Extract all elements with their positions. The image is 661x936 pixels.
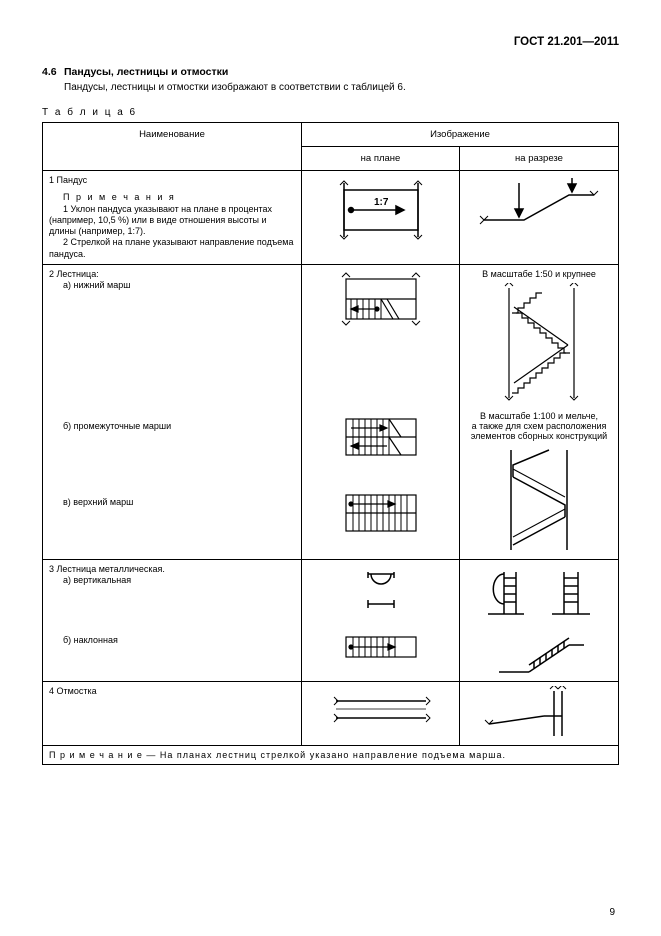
ratio-label: 1:7 [374, 197, 389, 208]
section-title: 4.6Пандусы, лестницы и отмостки [42, 66, 619, 78]
r2-cap1: В масштабе 1:50 и крупнее [466, 269, 612, 279]
stair-upper-plan-icon [331, 487, 431, 539]
th-plan: на плане [302, 147, 460, 171]
intro-text: Пандусы, лестницы и отмостки изображают … [64, 82, 619, 93]
r2-title: 2 Лестница: [49, 269, 295, 280]
section-name: Пандусы, лестницы и отмостки [64, 66, 228, 78]
r1-note1: 1 Уклон пандуса указывают на плане в про… [49, 204, 295, 238]
table-row: б) наклонная [43, 623, 619, 682]
blind-area-plan-icon [326, 686, 436, 736]
stair-section-schem-icon [489, 445, 589, 555]
r1-notehead: П р и м е ч а н и я [49, 192, 295, 203]
blind-area-section-icon [474, 686, 604, 741]
r2a: а) нижний марш [49, 280, 295, 291]
ramp-plan-icon: 1:7 [326, 175, 436, 245]
r2c: в) верхний марш [49, 497, 295, 508]
table-row: 1 Пандус П р и м е ч а н и я 1 Уклон пан… [43, 171, 619, 265]
page-number: 9 [609, 907, 615, 918]
table-row: 4 Отмостка [43, 681, 619, 745]
r3a: а) вертикальная [49, 575, 295, 586]
section-num: 4.6 [42, 66, 64, 78]
table-row: 3 Лестница металлическая. а) вертикальна… [43, 559, 619, 623]
metal-incl-plan-icon [331, 627, 431, 667]
stair-section-detail-icon [484, 283, 594, 403]
r2-cap2: В масштабе 1:100 и мельче, а также для с… [466, 411, 612, 441]
th-section: на разрезе [460, 147, 619, 171]
r1-title: 1 Пандус [49, 175, 295, 186]
stair-lower-plan-icon [331, 269, 431, 329]
r4-title: 4 Отмостка [49, 686, 295, 697]
th-name: Наименование [43, 123, 302, 171]
metal-incl-section-icon [484, 627, 594, 677]
r1-note2: 2 Стрелкой на плане указывают направлени… [49, 237, 295, 260]
table-row: П р и м е ч а н и е — На планах лестниц … [43, 745, 619, 764]
table-6: Наименование Изображение на плане на раз… [42, 122, 619, 765]
r2b: б) промежуточные марши [49, 421, 295, 432]
ramp-section-icon [474, 175, 604, 235]
r3-title: 3 Лестница металлическая. [49, 564, 295, 575]
table-label: Т а б л и ц а 6 [42, 107, 619, 118]
metal-vert-plan-icon [346, 564, 416, 619]
table-row: б) промежуточные марши [43, 407, 619, 483]
th-img: Изображение [302, 123, 619, 147]
table-row: 2 Лестница: а) нижний марш [43, 264, 619, 407]
doc-id: ГОСТ 21.201—2011 [42, 36, 619, 48]
footnote: П р и м е ч а н и е — На планах лестниц … [43, 745, 619, 764]
stair-mid-plan-icon [331, 411, 431, 463]
r3b: б) наклонная [49, 635, 295, 646]
metal-vert-section-icon [474, 564, 604, 619]
